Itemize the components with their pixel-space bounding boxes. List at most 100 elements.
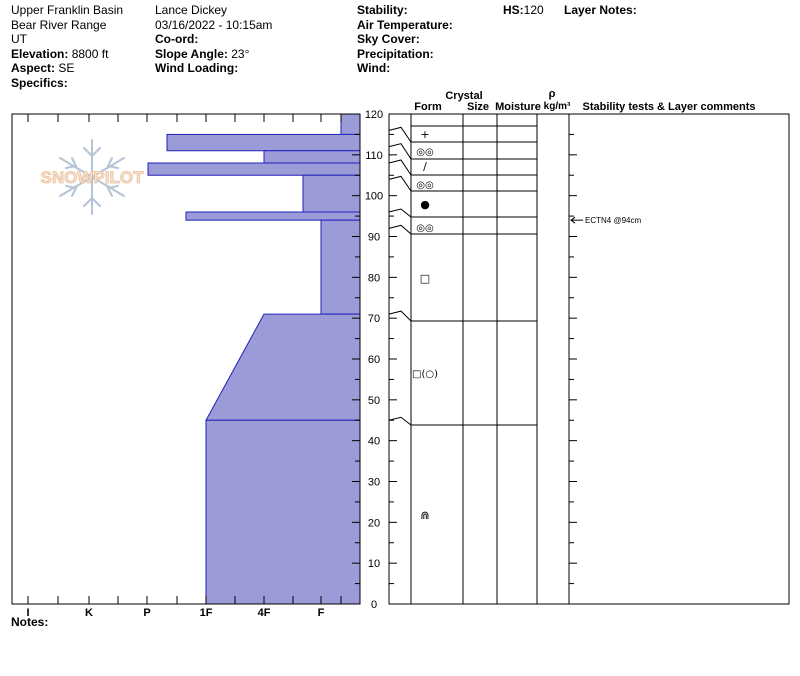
wind-loading-label: Wind Loading:	[155, 61, 239, 75]
stability-test-label: ECTN4 @94cm	[585, 216, 641, 225]
density-unit-header: kg/m³	[544, 101, 571, 112]
hardness-tick-label: I	[26, 607, 29, 619]
hs-value: 120	[523, 3, 544, 17]
stability-header: Stability tests & Layer comments	[582, 101, 755, 113]
layer-notes-label: Layer Notes:	[564, 3, 637, 17]
depth-axis: 0 10 20 30 40 50 60 70 80 90 100 110 120	[352, 109, 397, 611]
slope-label: Slope Angle:	[155, 46, 228, 61]
grain-form-symbol: ∕	[423, 160, 427, 173]
elevation-value: 8800 ft	[71, 46, 109, 61]
hs-row: HS:120	[503, 3, 544, 18]
stability-row: Stability:	[357, 3, 453, 18]
location-name: Upper Franklin Basin	[11, 3, 124, 17]
layer-notes-row: Layer Notes:	[564, 3, 637, 18]
precip-label: Precipitation:	[357, 46, 434, 61]
notes-label: Notes:	[11, 615, 48, 629]
hardness-layer-shape	[205, 313, 361, 421]
table-border	[388, 113, 790, 605]
layer-boundary	[388, 126, 537, 143]
sky-cover-label: Sky Cover:	[357, 32, 420, 46]
layer-boundary	[388, 175, 537, 192]
depth-tick-label: 70	[368, 313, 380, 325]
hardness-layer-shape	[263, 150, 361, 164]
depth-tick-label: 120	[365, 109, 383, 121]
hardness-tick-label: K	[85, 607, 93, 619]
elevation-row: Elevation: 8800 ft	[11, 47, 123, 62]
aspect-row: Aspect: SE	[11, 61, 123, 76]
layer-boundary	[388, 224, 537, 235]
grain-form-symbol: ◎◎	[416, 180, 433, 191]
watermark-text: SNOWPILOT	[41, 168, 145, 187]
slope-row: Slope Angle: 23°	[155, 47, 272, 62]
depth-tick-label: 10	[368, 558, 380, 570]
rho-header: ρ	[549, 88, 556, 100]
snowpilot-watermark: SNOWPILOT	[40, 139, 145, 215]
observer-name: Lance Dickey	[155, 3, 228, 17]
hardness-layer-shape	[166, 133, 361, 152]
precip-row: Precipitation:	[357, 47, 453, 62]
hs-label: HS:	[503, 3, 524, 17]
depth-tick-label: 0	[371, 599, 377, 611]
air-temp-row: Air Temperature:	[357, 18, 453, 33]
depth-tick-label: 80	[368, 272, 380, 284]
aspect-label: Aspect:	[11, 61, 56, 75]
size-header: Size	[467, 101, 489, 113]
grain-form-symbol: ◎◎	[416, 223, 433, 234]
moisture-header: Moisture	[495, 101, 541, 113]
air-temp-label: Air Temperature:	[357, 17, 453, 32]
layer-boundary	[388, 159, 537, 176]
header-col2: Lance Dickey 03/16/2022 - 10:15am Co-ord…	[155, 3, 272, 76]
depth-tick-label: 110	[365, 150, 383, 162]
specifics-row: Specifics:	[11, 76, 123, 91]
header-col3: Stability: Air Temperature: Sky Cover: P…	[357, 3, 453, 76]
depth-tick-label: 60	[368, 354, 380, 366]
hardness-layer-shape	[320, 219, 361, 315]
coord-label: Co-ord:	[155, 32, 199, 46]
hardness-tick-label: 4F	[258, 607, 271, 619]
state-name: UT	[11, 32, 27, 46]
stability-arrowhead	[570, 216, 576, 224]
depth-tick-label: 90	[368, 232, 380, 244]
slope-value: 23°	[231, 46, 250, 61]
form-header: Form	[414, 101, 442, 113]
hardness-tick-label: P	[143, 607, 150, 619]
grain-form-symbol: □(○)	[412, 369, 438, 380]
depth-tick-label: 100	[365, 191, 383, 203]
stability-label: Stability:	[357, 3, 408, 17]
header-col1: Upper Franklin Basin Bear River Range UT…	[11, 3, 123, 90]
coord-row: Co-ord:	[155, 32, 272, 47]
layer-boundary	[388, 208, 537, 218]
range-name: Bear River Range	[11, 17, 107, 32]
depth-tick-label: 50	[368, 395, 380, 407]
grain-form-symbol: ◎◎	[416, 147, 433, 158]
layer-table: + ◎◎ ∕ ◎◎ ● ◎◎ □ □(○) ⋒ ECTN4 @94cm	[388, 113, 790, 605]
sky-cover-row: Sky Cover:	[357, 32, 453, 47]
grain-form-symbol: ●	[420, 198, 430, 211]
layer-boundary	[388, 143, 537, 160]
hardness-tick-label: 1F	[200, 607, 213, 619]
observation-datetime: 03/16/2022 - 10:15am	[155, 17, 273, 32]
aspect-value: SE	[58, 61, 75, 75]
depth-tick-label: 20	[368, 517, 380, 529]
depth-tick-label: 30	[368, 477, 380, 489]
hardness-profile	[147, 113, 361, 605]
wind-label: Wind:	[357, 61, 391, 75]
hardness-layer-shape	[205, 419, 361, 605]
hardness-layer-shape	[185, 211, 361, 221]
wind-loading-row: Wind Loading:	[155, 61, 272, 76]
snowflake-icon	[59, 139, 125, 215]
elevation-label: Elevation:	[11, 46, 69, 61]
hardness-tick-label: F	[318, 607, 325, 619]
grain-form-symbol: +	[420, 128, 429, 141]
grain-form-symbol: ⋒	[420, 509, 429, 522]
layer-boundary	[388, 416, 537, 426]
crystal-header: Crystal	[445, 90, 482, 102]
grain-form-symbol: □	[420, 272, 430, 285]
wind-row: Wind:	[357, 61, 453, 76]
specifics-label: Specifics:	[11, 75, 68, 90]
layer-boundary	[388, 310, 537, 322]
hardness-layer-shape	[147, 162, 361, 176]
hardness-layer-shape	[340, 113, 361, 135]
hardness-layer-shape	[302, 174, 361, 213]
